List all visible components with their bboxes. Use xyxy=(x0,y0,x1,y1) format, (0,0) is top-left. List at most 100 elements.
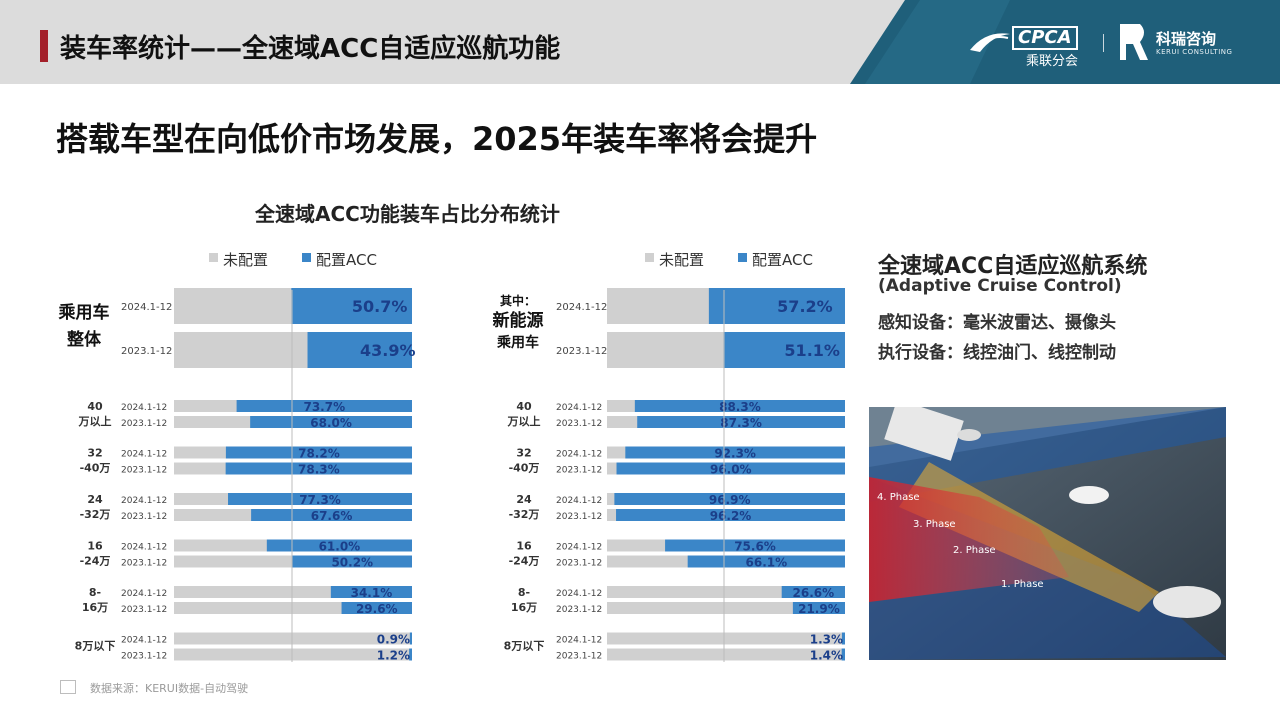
legend-label-unconfigured: 未配置 xyxy=(223,251,268,269)
section-label: 乘用车 xyxy=(496,334,539,351)
period-label: 2024.1-12 xyxy=(556,589,602,599)
period-label: 2024.1-12 xyxy=(556,543,602,553)
data-label: 43.9% xyxy=(360,341,416,360)
bar-acc xyxy=(307,332,412,368)
period-label: 2024.1-12 xyxy=(121,450,167,460)
data-label: 1.4% xyxy=(810,649,843,663)
legend-swatch-unconfigured xyxy=(645,253,654,262)
bar-unconfigured xyxy=(607,648,845,661)
legend-swatch-acc xyxy=(738,253,747,262)
period-label: 2024.1-12 xyxy=(121,543,167,553)
data-label: 57.2% xyxy=(777,297,833,316)
group-label: -40万 xyxy=(80,462,111,475)
bar-unconfigured xyxy=(607,632,845,645)
bar-unconfigured xyxy=(174,632,412,645)
data-label: 75.6% xyxy=(734,540,776,554)
truck-shape xyxy=(884,407,964,461)
bar-acc xyxy=(634,400,845,412)
period-label: 2024.1-12 xyxy=(556,636,602,646)
section-label: 新能源 xyxy=(493,310,544,331)
group-label: 8- xyxy=(518,586,530,599)
distant-car-shape xyxy=(957,429,981,441)
data-label: 88.3% xyxy=(719,400,761,414)
group-label: 24 xyxy=(516,493,532,506)
bar-acc xyxy=(266,539,412,552)
group-label: 32 xyxy=(87,447,102,460)
lead-car-shape xyxy=(1069,486,1109,504)
period-label: 2023.1-12 xyxy=(556,652,602,662)
info-sensing-devices: 感知设备：毫米波雷达、摄像头 xyxy=(878,313,1116,333)
period-label: 2024.1-12 xyxy=(121,589,167,599)
bar-acc xyxy=(625,446,845,459)
legend-label-unconfigured: 未配置 xyxy=(659,251,704,269)
group-label: -24万 xyxy=(509,555,540,568)
group-label: 16 xyxy=(87,540,103,553)
group-label: 万以上 xyxy=(78,414,112,428)
phase-label: 4. Phase xyxy=(877,492,920,503)
phase-zones-red xyxy=(869,477,1069,602)
section-label: 整体 xyxy=(67,329,102,350)
acc-illustration-image: 4. Phase 3. Phase 2. Phase 1. Phase xyxy=(869,407,1226,660)
group-label: 8万以下 xyxy=(75,640,116,653)
bar-acc xyxy=(841,648,845,661)
period-label: 2023.1-12 xyxy=(556,605,602,615)
bar-acc xyxy=(228,493,412,505)
data-label: 50.2% xyxy=(331,556,373,570)
kerui-k-icon xyxy=(1120,24,1148,60)
period-label: 2024.1-12 xyxy=(121,302,172,313)
group-label: 8- xyxy=(89,586,101,599)
data-source-text: 数据来源：KERUI数据-自动驾驶 xyxy=(90,682,249,695)
bar-acc xyxy=(225,462,412,475)
info-actuation-devices: 执行设备：线控油门、线控制动 xyxy=(878,343,1116,363)
section-label: 其中： xyxy=(500,293,536,308)
section-label: 乘用车 xyxy=(58,302,110,323)
radar-field-blue xyxy=(869,407,1226,502)
data-label: 50.7% xyxy=(352,297,408,316)
page-title: 装车率统计——全速域ACC自适应巡航功能 xyxy=(60,34,561,64)
bar-acc xyxy=(225,446,412,459)
cpca-logo: CPCA 乘联分会 xyxy=(968,22,1092,69)
bar-acc xyxy=(251,509,412,521)
period-label: 2023.1-12 xyxy=(121,512,167,522)
bar-acc xyxy=(616,462,845,475)
legend-swatch-unconfigured xyxy=(209,253,218,262)
group-label: 8万以下 xyxy=(504,640,545,653)
phase-label: 1. Phase xyxy=(1001,579,1044,590)
data-label: 77.3% xyxy=(299,493,341,507)
info-subtitle: (Adaptive Cruise Control) xyxy=(878,276,1122,296)
period-label: 2024.1-12 xyxy=(556,450,602,460)
period-label: 2024.1-12 xyxy=(121,636,167,646)
period-label: 2023.1-12 xyxy=(556,346,607,357)
group-label: 16万 xyxy=(511,601,537,614)
period-label: 2023.1-12 xyxy=(556,419,602,429)
period-label: 2024.1-12 xyxy=(121,496,167,506)
headline: 搭载车型在向低价市场发展，2025年装车率将会提升 xyxy=(56,120,818,158)
kerui-name: 科瑞咨询 xyxy=(1156,30,1217,48)
period-label: 2023.1-12 xyxy=(121,466,167,476)
group-label: 16万 xyxy=(82,601,108,614)
data-label: 51.1% xyxy=(784,341,840,360)
legend-label-acc: 配置ACC xyxy=(316,251,377,269)
bar-acc xyxy=(665,539,845,552)
bar-acc xyxy=(409,632,412,645)
bar-unconfigured xyxy=(607,602,845,614)
data-label: 78.2% xyxy=(298,447,340,461)
bar-acc xyxy=(341,602,412,614)
title-accent-bar xyxy=(40,30,48,62)
bar-acc xyxy=(292,555,412,568)
group-label: -40万 xyxy=(509,462,540,475)
data-label: 73.7% xyxy=(303,400,345,414)
kerui-subtitle: KERUI CONSULTING xyxy=(1156,48,1233,56)
period-label: 2023.1-12 xyxy=(121,652,167,662)
group-label: -32万 xyxy=(509,508,540,521)
group-label: 40 xyxy=(516,400,532,413)
bar-acc xyxy=(637,416,845,428)
data-label: 34.1% xyxy=(351,586,393,600)
data-label: 1.2% xyxy=(377,649,410,663)
data-label: 92.3% xyxy=(714,447,756,461)
period-label: 2024.1-12 xyxy=(556,403,602,413)
period-label: 2023.1-12 xyxy=(556,466,602,476)
bar-acc xyxy=(250,416,412,428)
data-label: 1.3% xyxy=(810,633,843,647)
